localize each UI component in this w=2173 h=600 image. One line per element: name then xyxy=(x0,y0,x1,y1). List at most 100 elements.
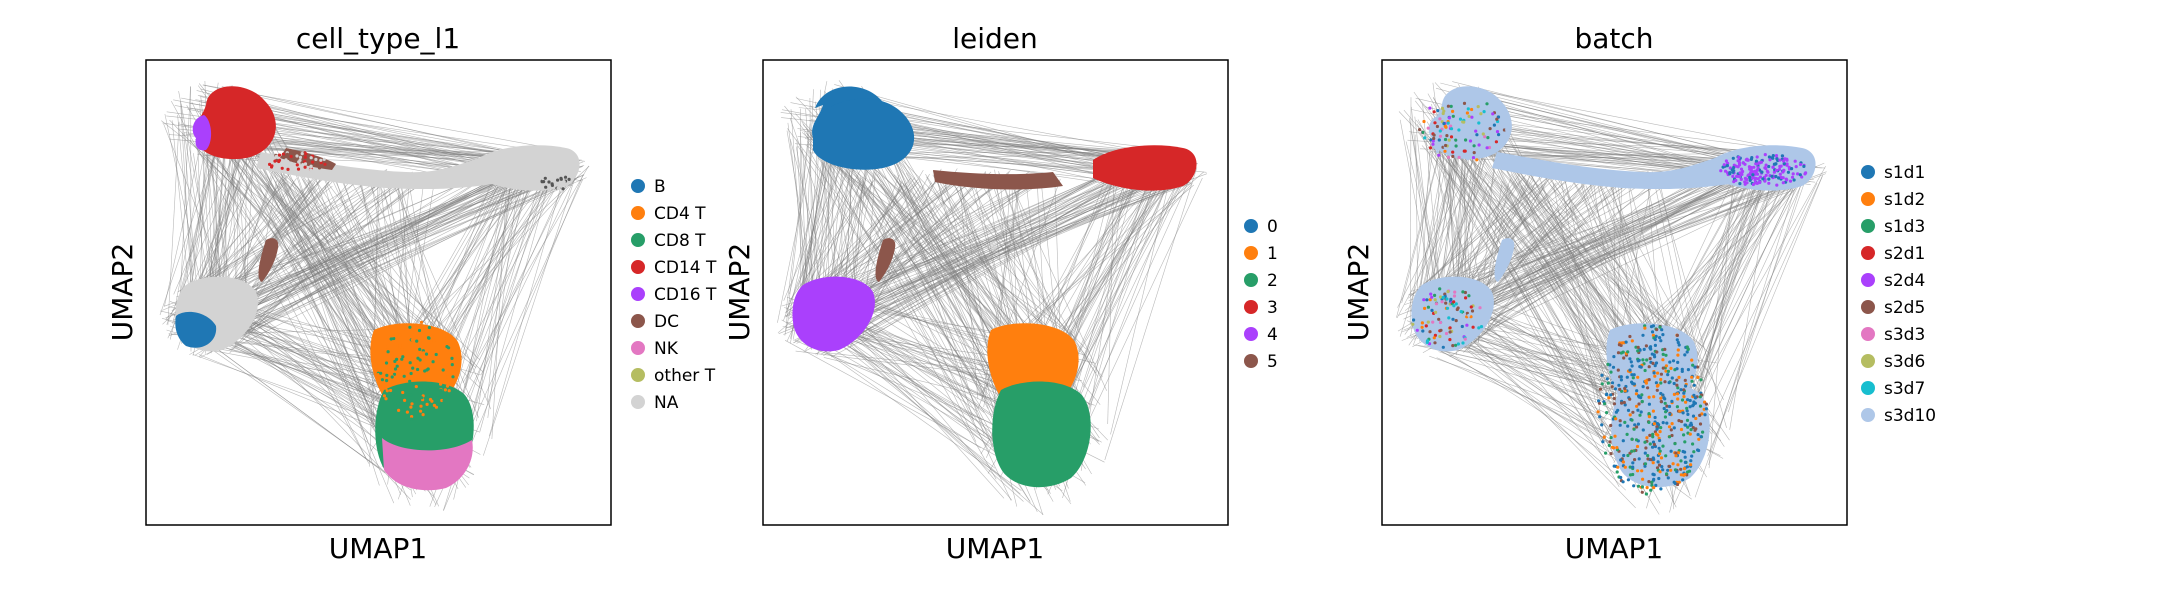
graph-edge xyxy=(1473,181,1619,344)
cell-point xyxy=(1653,364,1657,368)
x-axis-label: UMAP1 xyxy=(329,532,428,565)
cell-point xyxy=(1661,366,1665,370)
cell-point xyxy=(1462,312,1466,316)
cell-point xyxy=(1470,309,1475,313)
graph-edge xyxy=(783,143,850,321)
cell-point xyxy=(1604,393,1609,397)
graph-edge xyxy=(824,337,983,421)
graph-edge xyxy=(209,150,391,383)
graph-edge xyxy=(1688,182,1818,447)
cell-point xyxy=(1771,154,1775,158)
graph-edge xyxy=(178,91,217,288)
cell-point xyxy=(1436,339,1440,343)
cell-point xyxy=(1467,294,1471,298)
graph-edge xyxy=(195,181,252,284)
cell-point xyxy=(425,402,429,406)
legend-marker xyxy=(1861,327,1875,341)
cell-point xyxy=(1738,182,1742,186)
legend-entry: CD8 T xyxy=(631,231,706,251)
graph-edge xyxy=(385,169,412,341)
graph-edge xyxy=(206,131,398,343)
graph-edge xyxy=(856,174,1012,501)
graph-edge xyxy=(389,175,492,410)
cell-point xyxy=(554,175,558,179)
cell-point xyxy=(556,186,560,190)
cell-point xyxy=(1619,475,1623,480)
legend-label: CD14 T xyxy=(654,258,717,278)
graph-edge xyxy=(345,172,442,341)
cell-point xyxy=(1683,353,1687,357)
cell-point xyxy=(414,323,418,327)
cell-point xyxy=(1699,435,1703,439)
cell-point xyxy=(1447,116,1451,120)
cell-point xyxy=(1636,484,1641,488)
graph-edge xyxy=(1597,172,1724,401)
cell-point xyxy=(1433,341,1437,345)
cell-point xyxy=(1737,155,1741,159)
cell-point xyxy=(1671,359,1676,363)
legend-label: s1d1 xyxy=(1884,163,1925,183)
cell-point xyxy=(1471,156,1476,160)
graph-edge xyxy=(868,168,958,314)
cell-point xyxy=(1731,156,1735,160)
cell-point xyxy=(1636,469,1640,473)
cell-point xyxy=(384,361,389,365)
cell-point xyxy=(1636,349,1640,353)
cell-point xyxy=(1645,486,1649,490)
cell-point xyxy=(1638,413,1642,417)
legend: 0 1 2 3 4 5 xyxy=(1244,217,1278,372)
graph-edge xyxy=(164,118,207,307)
cell-point xyxy=(1428,330,1432,334)
cell-point xyxy=(1741,169,1745,174)
graph-edge xyxy=(800,132,808,308)
graph-edge xyxy=(1625,172,1675,352)
cell-point xyxy=(1626,408,1631,412)
cell-point xyxy=(448,366,452,371)
cell-point xyxy=(1477,311,1481,315)
cell-point xyxy=(1673,442,1677,446)
cell-point xyxy=(1675,367,1679,371)
cell-point xyxy=(1679,459,1683,463)
cell-point xyxy=(442,337,446,341)
graph-edge xyxy=(1552,182,1596,403)
cell-point xyxy=(450,356,454,360)
cell-point xyxy=(380,378,384,382)
cell-point xyxy=(1701,430,1705,434)
cell-point xyxy=(1659,381,1663,385)
cell-point xyxy=(1651,361,1655,365)
graph-edge xyxy=(375,175,479,418)
cell-point xyxy=(1616,465,1620,469)
cell-point xyxy=(1676,451,1680,455)
cell-point xyxy=(1628,397,1632,401)
graph-edge xyxy=(808,181,920,287)
graph-edge xyxy=(204,169,388,284)
cell-point xyxy=(1663,397,1667,401)
legend-marker xyxy=(1244,246,1258,260)
cell-point xyxy=(1623,465,1627,469)
legend-label: 1 xyxy=(1267,244,1278,264)
cell-point xyxy=(1451,114,1455,118)
cell-point xyxy=(1477,143,1481,147)
cell-point xyxy=(1457,155,1461,159)
cell-point xyxy=(1606,381,1610,385)
cell-point xyxy=(1435,150,1439,154)
cell-point xyxy=(1415,328,1419,332)
cell-point xyxy=(1668,360,1672,364)
cell-point xyxy=(277,167,281,171)
cell-point xyxy=(1614,417,1618,421)
cell-point xyxy=(558,181,562,185)
cell-point xyxy=(1694,427,1698,431)
cell-point xyxy=(1444,143,1448,148)
cell-point xyxy=(1482,110,1486,114)
cell-point xyxy=(1662,406,1666,411)
cell-point xyxy=(1505,128,1509,132)
cell-point xyxy=(1721,165,1725,169)
cell-point xyxy=(418,347,422,351)
cell-point xyxy=(1597,399,1601,403)
cell-point xyxy=(1676,463,1680,467)
cell-point xyxy=(1650,352,1654,356)
cell-point xyxy=(1452,304,1456,308)
legend: s1d1 s1d2 s1d3 s2d1 s2d4 s2d5 s3d3 s3d6 s3d7 s3d1… xyxy=(1861,163,1936,426)
cell-point xyxy=(1690,379,1694,383)
cell-point xyxy=(443,388,447,392)
